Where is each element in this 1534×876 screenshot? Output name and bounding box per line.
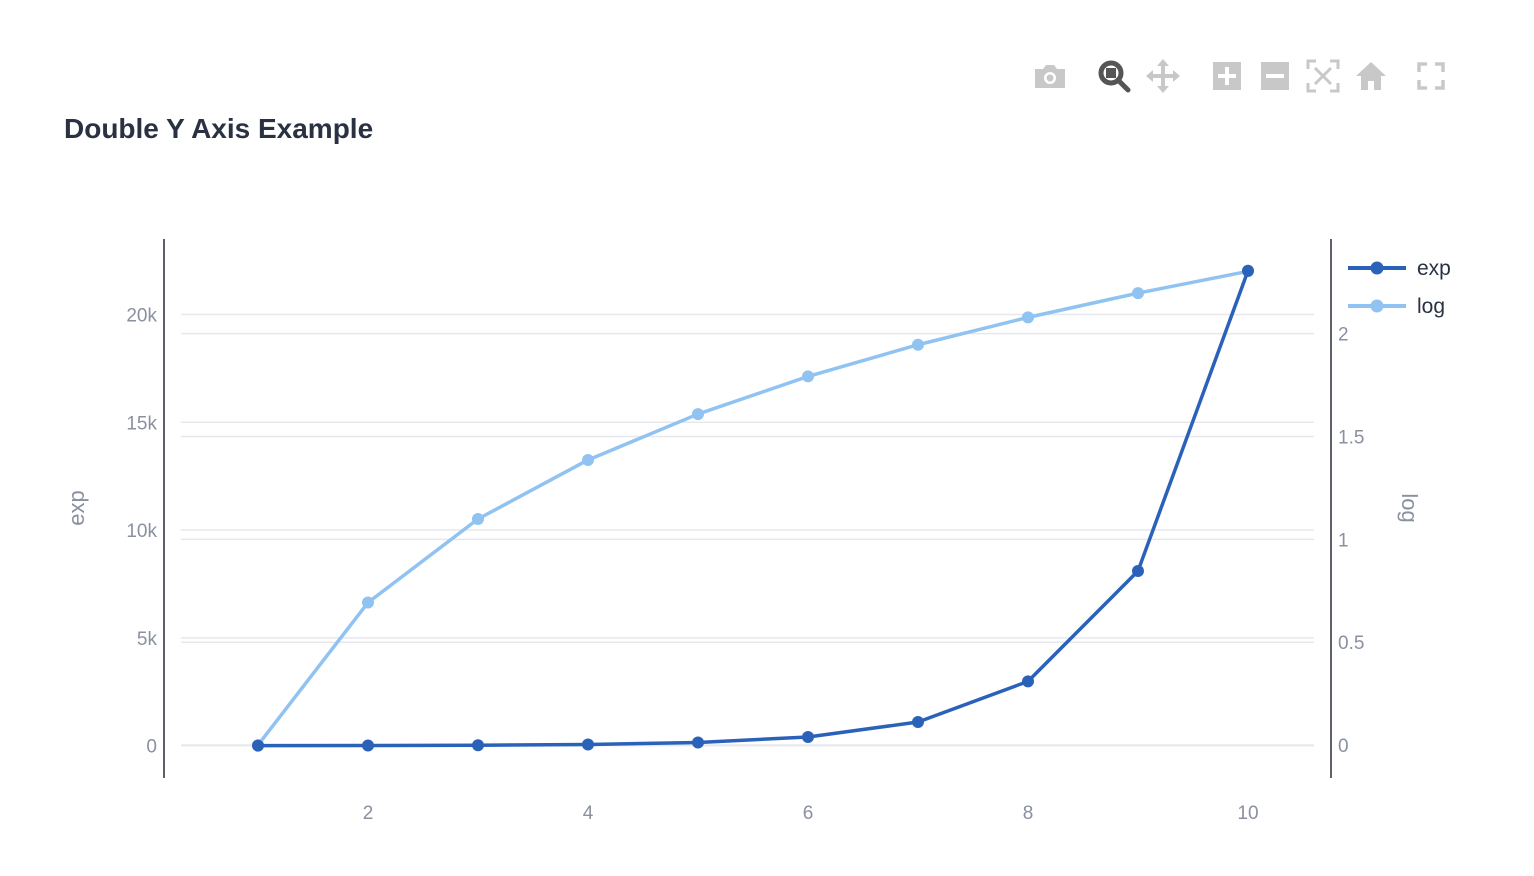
legend-label: log [1417,295,1445,318]
data-point-exp[interactable] [362,739,374,752]
legend-item-log[interactable]: log [1348,295,1445,318]
data-point-log[interactable] [582,453,594,466]
y1-ticks: 0 5k 10k 15k 20k [126,305,157,757]
data-point-log[interactable] [802,370,814,383]
camera-icon [1035,65,1065,88]
y1-tick-label: 0 [146,737,157,758]
fullscreen-button[interactable] [1411,56,1451,96]
data-point-exp[interactable] [802,730,814,743]
x-ticks: 2 4 6 8 10 [363,803,1259,824]
data-point-exp[interactable] [912,716,924,729]
y2-tick-label: 1.5 [1338,427,1364,448]
pan-icon [1146,59,1180,93]
data-point-exp[interactable] [252,739,264,752]
zoom-button[interactable] [1094,56,1134,96]
x-tick-label: 2 [363,803,374,824]
y1-axis-title: exp [64,490,89,525]
y1-tick-label: 5k [137,629,158,650]
camera-button[interactable] [1030,56,1070,96]
data-point-exp[interactable] [472,739,484,752]
zoom-in-button[interactable] [1207,56,1247,96]
zoom-icon [1098,60,1131,93]
x-tick-label: 8 [1023,803,1034,824]
legend-label: exp [1417,257,1451,280]
y2-tick-label: 2 [1338,325,1349,346]
zoom-out-button[interactable] [1255,56,1295,96]
zoom-in-icon [1213,62,1241,90]
autoscale-icon [1306,59,1340,93]
legend-marker [1370,261,1384,275]
zoom-out-icon [1261,62,1289,90]
series-log [252,265,1254,752]
data-point-exp[interactable] [1242,264,1254,277]
series-line-log [256,269,1249,747]
y2-tick-label: 0 [1338,736,1349,757]
series-layer [252,264,1254,752]
grid-y1 [181,313,1314,747]
fullscreen-icon [1417,62,1445,90]
data-point-exp[interactable] [1022,675,1034,688]
y1-tick-label: 10k [126,521,157,542]
autoscale-button[interactable] [1303,56,1343,96]
data-point-log[interactable] [1022,311,1034,324]
legend: exp log [1348,257,1451,318]
y2-ticks: 0 0.5 1 1.5 2 [1338,325,1364,757]
y2-axis-title: log [1397,493,1422,522]
data-point-log[interactable] [1132,287,1144,300]
data-point-log[interactable] [362,596,374,609]
series-line-exp [257,270,1250,748]
y1-tick-label: 15k [126,413,157,434]
chart-title: Double Y Axis Example [64,113,373,144]
legend-item-exp[interactable]: exp [1348,257,1451,280]
x-tick-label: 10 [1237,803,1258,824]
data-point-log[interactable] [472,512,484,525]
y1-tick-label: 20k [126,305,157,326]
legend-marker [1370,299,1384,313]
y2-tick-label: 0.5 [1338,633,1364,654]
pan-button[interactable] [1143,56,1183,96]
data-point-exp[interactable] [692,736,704,749]
y2-tick-label: 1 [1338,530,1349,551]
home-button[interactable] [1351,56,1391,96]
x-tick-label: 6 [803,803,814,824]
x-tick-label: 4 [583,803,594,824]
series-exp [252,264,1254,752]
data-point-exp[interactable] [582,738,594,751]
data-point-log[interactable] [912,338,924,351]
data-point-exp[interactable] [1132,564,1144,577]
home-icon [1356,62,1386,90]
data-point-log[interactable] [692,408,704,421]
axes [163,239,1332,778]
